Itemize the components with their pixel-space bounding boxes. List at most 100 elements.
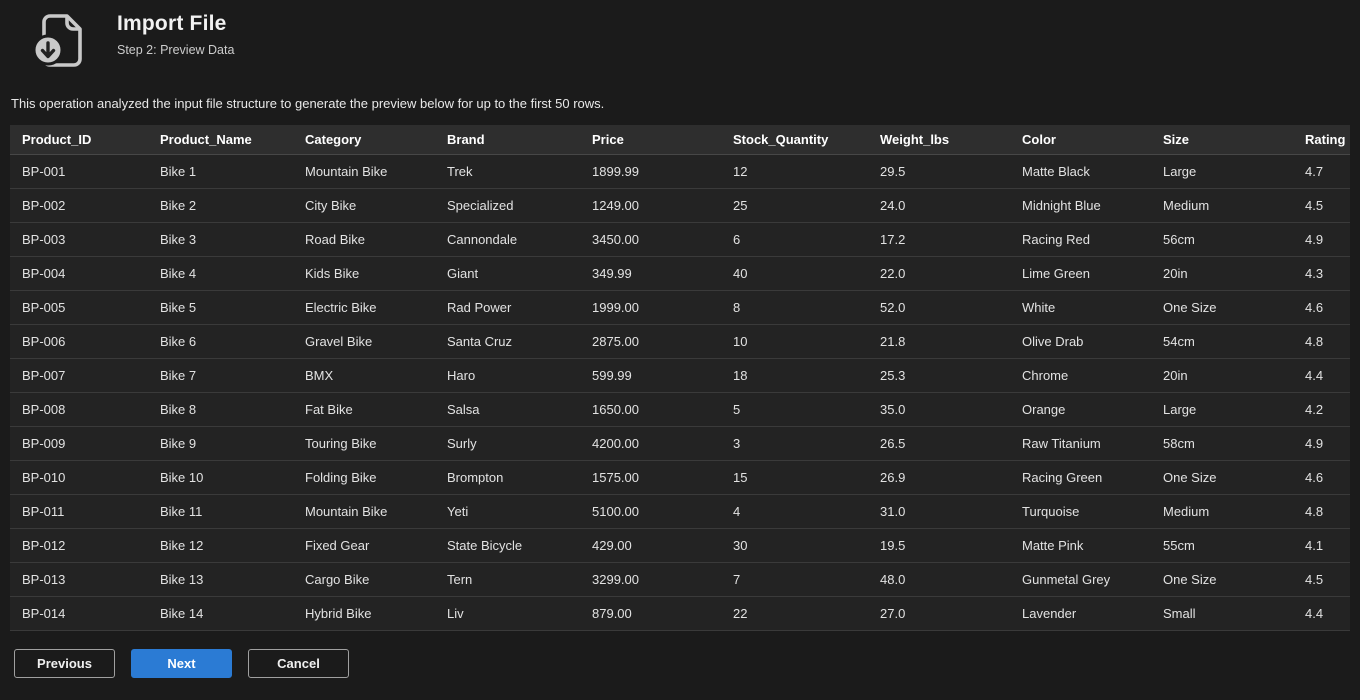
table-cell: 3: [721, 426, 868, 461]
previous-button[interactable]: Previous: [14, 648, 115, 678]
table-cell: 18: [721, 358, 868, 393]
table-cell: BP-005: [10, 290, 148, 325]
column-header: Category: [293, 125, 435, 155]
table-row: BP-010 Bike 10 Folding Bike Brompton 1575.00…: [10, 460, 1350, 495]
column-header: Weight_lbs: [868, 125, 1010, 155]
table-cell: Yeti: [435, 494, 580, 529]
table-cell: Lavender: [1010, 596, 1151, 631]
table-cell: 4.8: [1293, 324, 1350, 359]
table-cell: 20in: [1151, 256, 1293, 291]
table-cell: BP-010: [10, 460, 148, 495]
table-cell: Road Bike: [293, 222, 435, 257]
table-cell: 21.8: [868, 324, 1010, 359]
table-cell: One Size: [1151, 562, 1293, 597]
step-subtitle: Step 2: Preview Data: [117, 43, 235, 57]
table-row: BP-003 Bike 3 Road Bike Cannondale 3450.00 6 1…: [10, 222, 1350, 257]
table-cell: BP-013: [10, 562, 148, 597]
table-cell: 24.0: [868, 188, 1010, 223]
title-block: Import File Step 2: Preview Data: [117, 9, 234, 57]
next-button[interactable]: Next: [131, 648, 232, 678]
table-cell: 5100.00: [580, 494, 721, 529]
table-cell: Orange: [1010, 392, 1151, 427]
table-cell: BP-002: [10, 188, 148, 223]
table-cell: 22: [721, 596, 868, 631]
table-cell: 22.0: [868, 256, 1010, 291]
table-cell: Gunmetal Grey: [1010, 562, 1151, 597]
table-cell: 26.5: [868, 426, 1010, 461]
table-cell: 1249.00: [580, 188, 721, 223]
table-cell: Large: [1151, 392, 1293, 427]
table-cell: 30: [721, 528, 868, 563]
table-cell: 349.99: [580, 256, 721, 291]
table-cell: Kids Bike: [293, 256, 435, 291]
table-row: BP-012 Bike 12 Fixed Gear State Bicycle 429.…: [10, 528, 1350, 563]
table-cell: 40: [721, 256, 868, 291]
table-row: BP-002 Bike 2 City Bike Specialized 1249.00 2…: [10, 188, 1350, 223]
table-cell: Liv: [435, 596, 580, 631]
table-cell: Large: [1151, 154, 1293, 189]
table-cell: 4.4: [1293, 358, 1350, 393]
table-cell: Hybrid Bike: [293, 596, 435, 631]
table-cell: BP-007: [10, 358, 148, 393]
table-cell: Tern: [435, 562, 580, 597]
table-cell: 1899.99: [580, 154, 721, 189]
column-header: Rating: [1293, 125, 1350, 155]
table-cell: 54cm: [1151, 324, 1293, 359]
table-cell: White: [1010, 290, 1151, 325]
table-cell: Bike 9: [148, 426, 293, 461]
table-cell: 52.0: [868, 290, 1010, 325]
table-cell: Midnight Blue: [1010, 188, 1151, 223]
table-cell: Bike 12: [148, 528, 293, 563]
table-cell: 4.5: [1293, 188, 1350, 223]
table-body: BP-001 Bike 1 Mountain Bike Trek 1899.99 12 29…: [10, 154, 1350, 631]
table-cell: Santa Cruz: [435, 324, 580, 359]
table-cell: 4.3: [1293, 256, 1350, 291]
table-cell: 4: [721, 494, 868, 529]
table-row: BP-005 Bike 5 Electric Bike Rad Power 1999.0…: [10, 290, 1350, 325]
table-cell: 4.4: [1293, 596, 1350, 631]
table-cell: Brompton: [435, 460, 580, 495]
table-cell: Bike 14: [148, 596, 293, 631]
table-cell: 429.00: [580, 528, 721, 563]
cancel-button[interactable]: Cancel: [248, 648, 349, 678]
table-cell: 55cm: [1151, 528, 1293, 563]
table-cell: Cargo Bike: [293, 562, 435, 597]
table-cell: Small: [1151, 596, 1293, 631]
table-cell: 25.3: [868, 358, 1010, 393]
table-cell: 7: [721, 562, 868, 597]
table-cell: 4.6: [1293, 460, 1350, 495]
table-row: BP-014 Bike 14 Hybrid Bike Liv 879.00 22 27.0 L…: [10, 596, 1350, 631]
table-cell: 56cm: [1151, 222, 1293, 257]
table-cell: Touring Bike: [293, 426, 435, 461]
table-cell: State Bicycle: [435, 528, 580, 563]
table-cell: Racing Red: [1010, 222, 1151, 257]
table-cell: Specialized: [435, 188, 580, 223]
preview-description: This operation analyzed the input file s…: [11, 96, 605, 111]
table-cell: BMX: [293, 358, 435, 393]
table-cell: Bike 11: [148, 494, 293, 529]
table-cell: BP-006: [10, 324, 148, 359]
table-cell: 4.2: [1293, 392, 1350, 427]
table-cell: 8: [721, 290, 868, 325]
table-cell: BP-011: [10, 494, 148, 529]
table-cell: Bike 3: [148, 222, 293, 257]
table-cell: Bike 5: [148, 290, 293, 325]
column-header: Product_ID: [10, 125, 148, 155]
wizard-header: Import File Step 2: Preview Data: [0, 0, 1360, 84]
table-row: BP-008 Bike 8 Fat Bike Salsa 1650.00 5 35.0 Ora…: [10, 392, 1350, 427]
table-cell: Fat Bike: [293, 392, 435, 427]
preview-table: Product_ID Product_Name Category Brand Price…: [10, 125, 1350, 631]
table-cell: 4200.00: [580, 426, 721, 461]
table-cell: Bike 7: [148, 358, 293, 393]
table-cell: 879.00: [580, 596, 721, 631]
table-cell: Bike 6: [148, 324, 293, 359]
table-row: BP-001 Bike 1 Mountain Bike Trek 1899.99 12 29…: [10, 154, 1350, 189]
table-cell: 4.9: [1293, 426, 1350, 461]
table-cell: 1575.00: [580, 460, 721, 495]
table-cell: BP-009: [10, 426, 148, 461]
table-cell: 15: [721, 460, 868, 495]
table-cell: Rad Power: [435, 290, 580, 325]
table-cell: 10: [721, 324, 868, 359]
table-cell: Bike 2: [148, 188, 293, 223]
table-row: BP-004 Bike 4 Kids Bike Giant 349.99 40 22.0 Li…: [10, 256, 1350, 291]
